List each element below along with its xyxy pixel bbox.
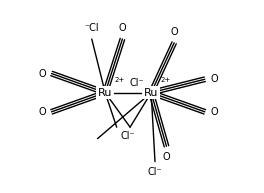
Text: Cl⁻: Cl⁻: [148, 167, 162, 177]
Text: 2+: 2+: [114, 77, 125, 83]
Text: O: O: [38, 69, 46, 79]
Text: O: O: [211, 74, 218, 84]
Text: O: O: [119, 23, 126, 33]
Text: O: O: [163, 152, 170, 162]
Text: O: O: [38, 107, 46, 117]
Text: Cl⁻: Cl⁻: [121, 131, 135, 141]
Text: O: O: [211, 107, 218, 117]
Text: 2+: 2+: [160, 77, 171, 83]
Text: Ru: Ru: [144, 88, 158, 98]
Text: O: O: [170, 27, 178, 37]
Text: Cl⁻: Cl⁻: [129, 78, 144, 88]
Text: ⁻Cl: ⁻Cl: [84, 23, 99, 33]
Text: Ru: Ru: [98, 88, 112, 98]
